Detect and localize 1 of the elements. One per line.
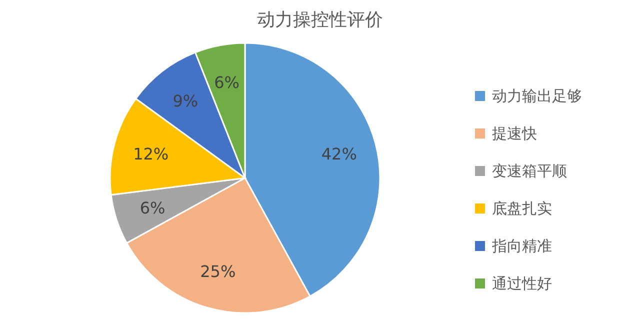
- title: 动力操控性评价: [257, 10, 383, 30]
